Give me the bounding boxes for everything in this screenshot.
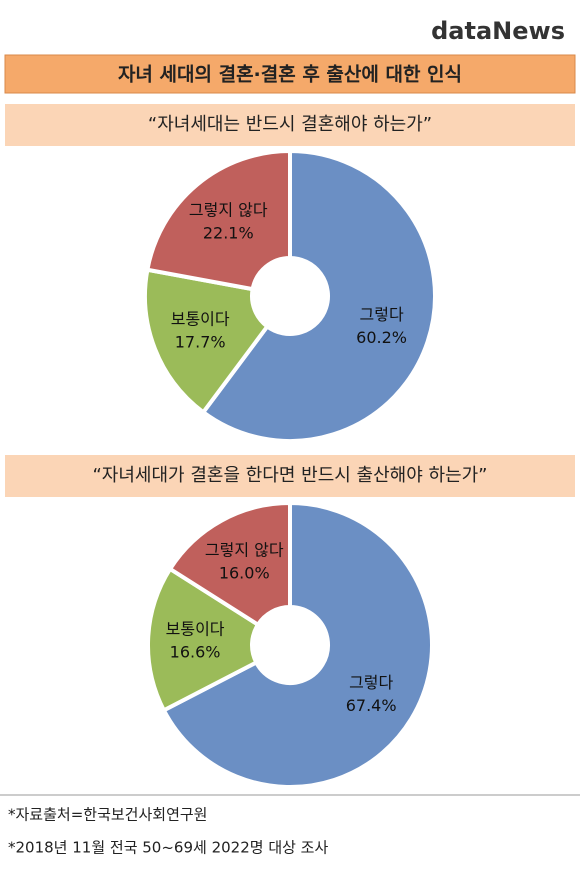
slice-value-label: 17.7% [175,333,226,352]
slice-category: 그렇다 [349,673,393,692]
slice-value-label: 67.4% [346,696,397,715]
chart-subtitle: “자녀세대가 결혼을 한다면 반드시 출산해야 하는가” [92,465,487,486]
donut-slice [200,148,437,443]
slice-category: 그렇지 않다 [189,200,268,219]
donut-slice [145,148,292,292]
donut-slice [161,500,434,789]
subtitle-bar [5,104,575,146]
slice-value-label: 22.1% [203,223,254,242]
footnote: *2018년 11월 전국 50~69세 2022명 대상 조사 [8,839,328,857]
slice-value-label: 60.2% [356,328,407,347]
donut-slice [146,566,261,713]
title-bar [4,54,576,94]
slice-category: 보통이다 [166,619,225,638]
donut-slice [143,267,271,416]
slice-category: 보통이다 [171,310,230,329]
slice-value-label: 16.6% [170,642,221,661]
subtitle-bar [5,455,575,497]
title: 자녀 세대의 결혼·결혼 후 출산에 대한 인식 [118,63,462,86]
logo: dataNews [431,17,565,45]
chart-subtitle: “자녀세대는 반드시 결혼해야 하는가” [148,114,432,135]
donut-slice [167,500,292,628]
slice-category: 그렇다 [360,305,404,324]
slice-category: 그렇지 않다 [205,540,284,559]
footnote: *자료출처=한국보건사회연구원 [8,806,207,824]
slice-value-label: 16.0% [219,563,270,582]
